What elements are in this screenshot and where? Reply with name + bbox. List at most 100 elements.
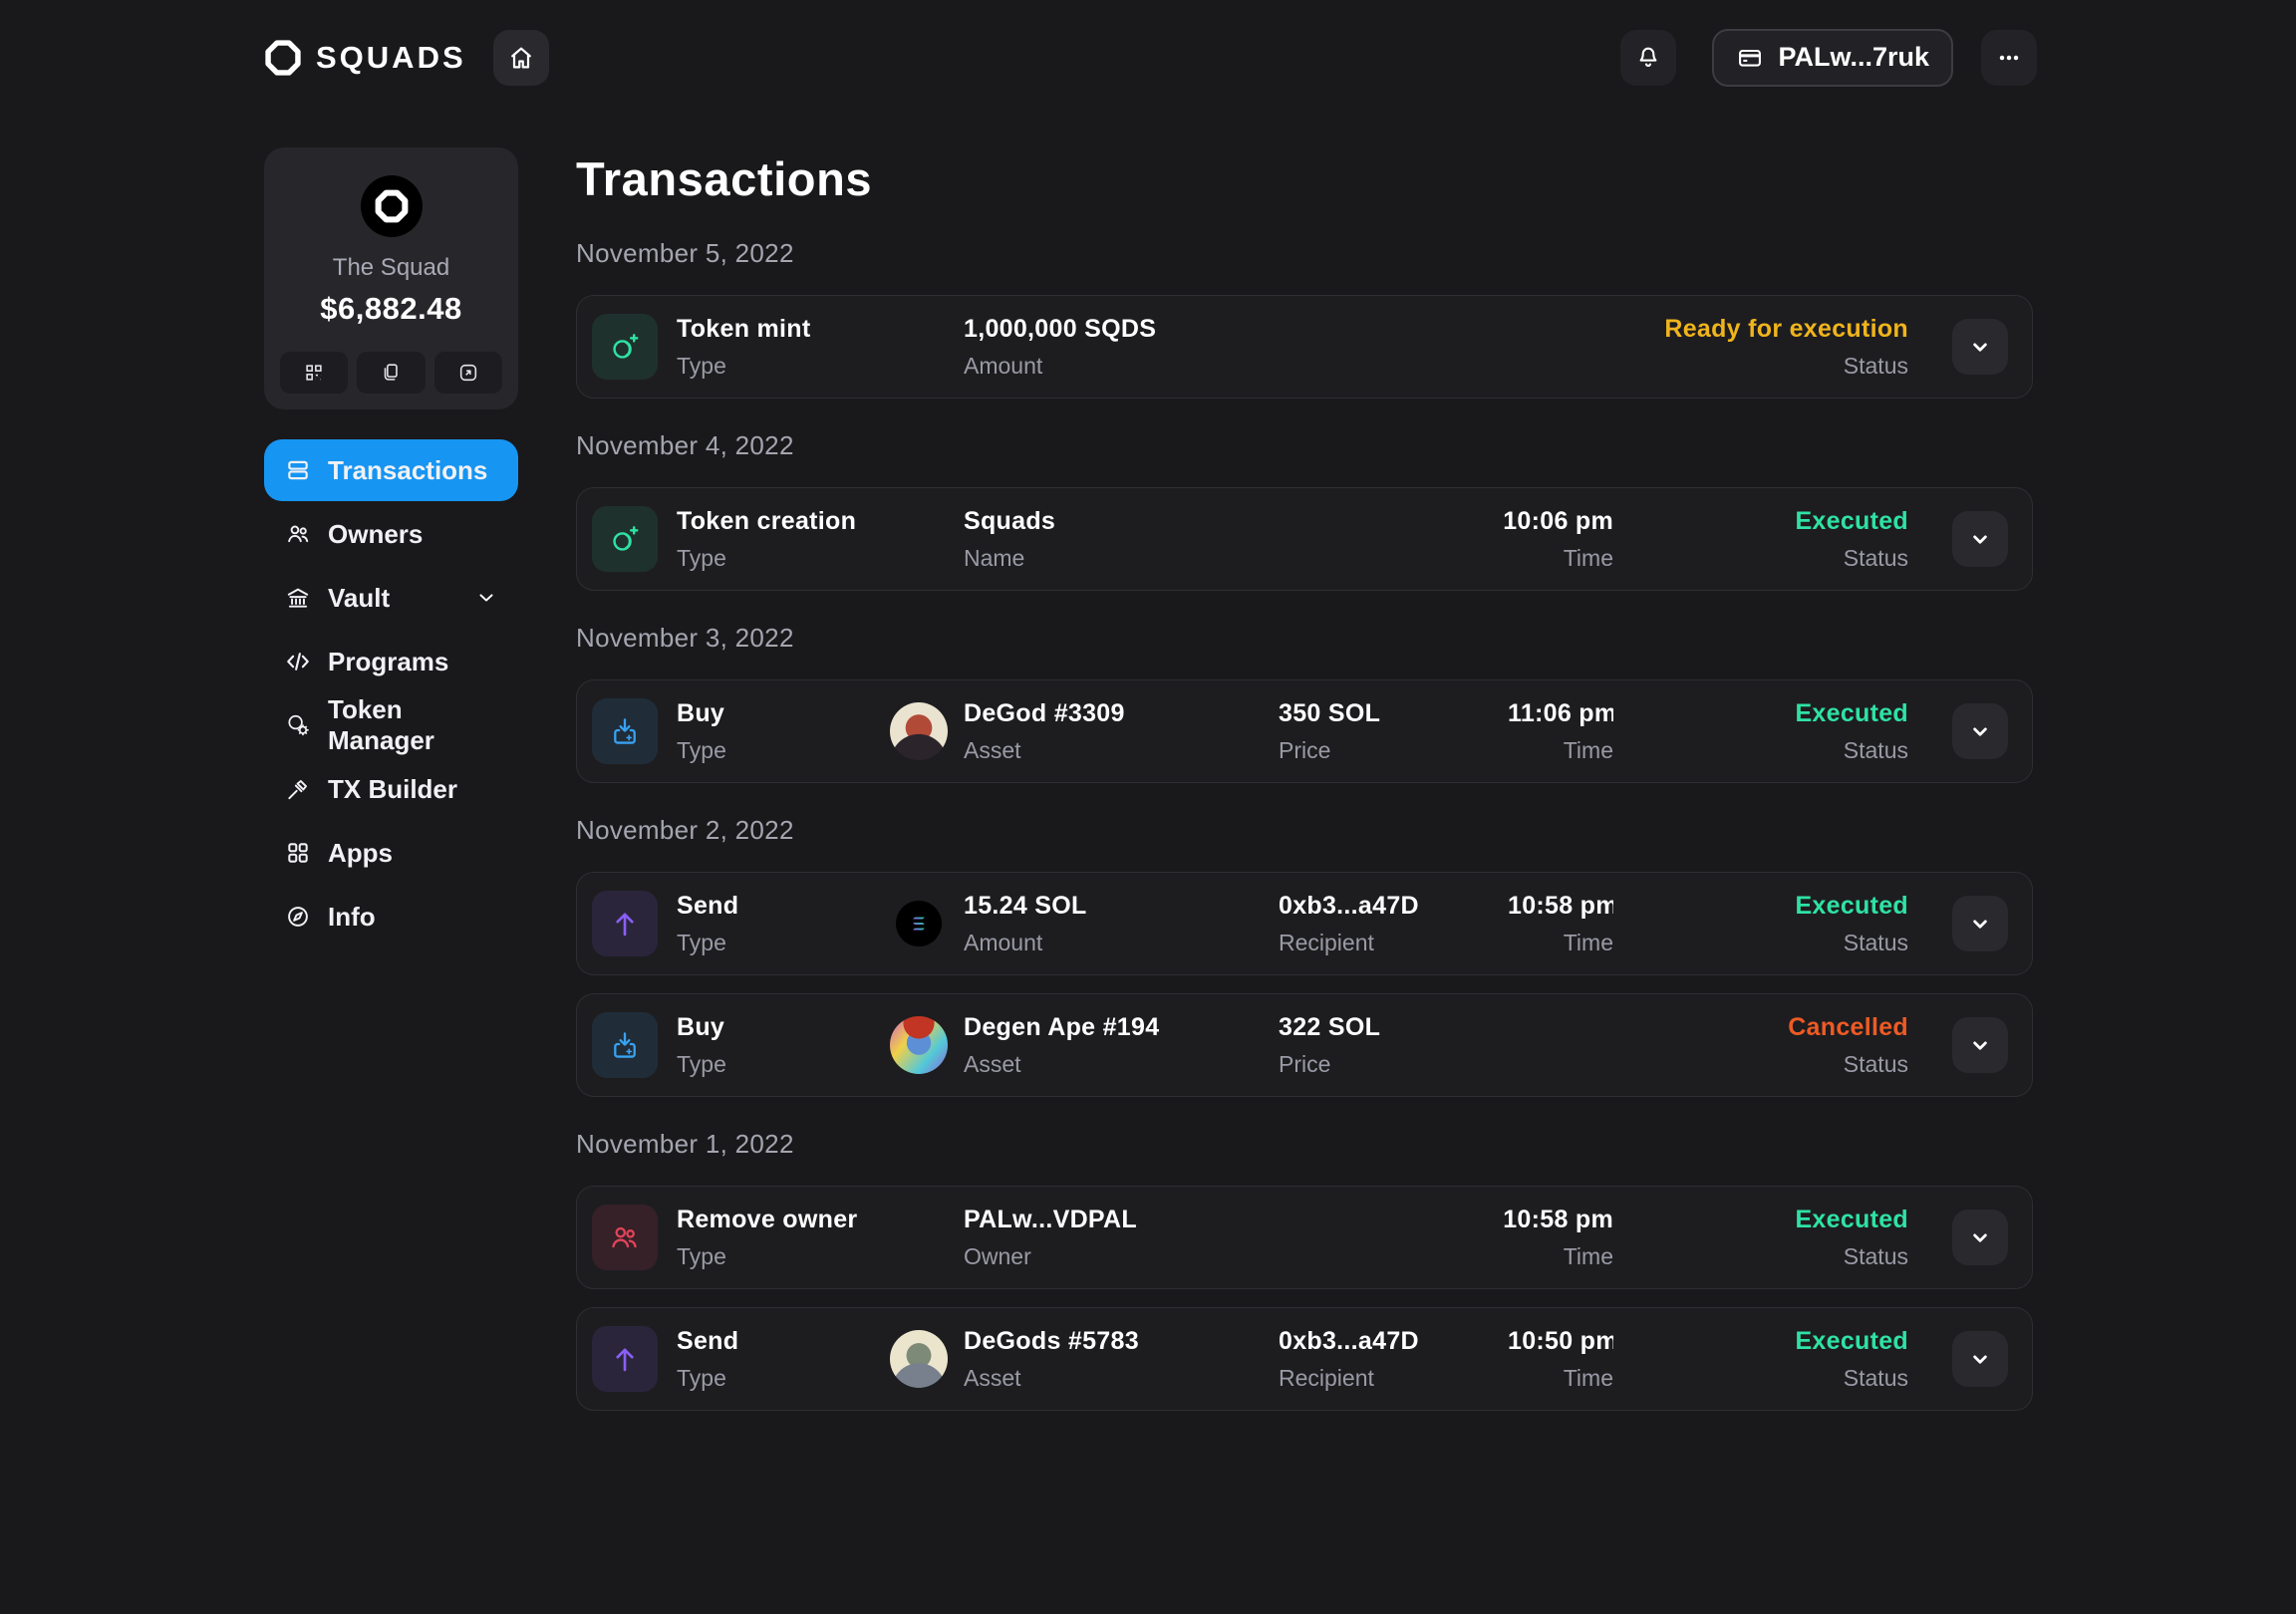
more-menu-button[interactable] <box>1981 29 2037 86</box>
asset-cell: DeGod #3309 Asset <box>890 699 1279 764</box>
expand-row-button[interactable] <box>1952 511 2008 567</box>
transaction-group: November 2, 2022 Send Type <box>576 815 2033 1097</box>
status-cell: Ready for execution Status <box>1613 315 1908 380</box>
expand-row-button[interactable] <box>1952 1331 2008 1387</box>
time-cell: 10:58 pm Time <box>1508 892 1613 956</box>
type-label: Type <box>677 736 726 763</box>
expand-row-button[interactable] <box>1952 1017 2008 1073</box>
price-cell: 322 SOL Price <box>1279 1013 1508 1078</box>
time-label: Time <box>1563 1364 1613 1391</box>
status-label: Status <box>1843 1242 1908 1269</box>
time-cell: 10:06 pm Time <box>1279 507 1613 572</box>
sidebar-item-programs[interactable]: Programs <box>264 631 518 692</box>
top-bar: SQUADS PALw...7ruk <box>0 0 2296 115</box>
home-button[interactable] <box>492 29 549 86</box>
cell-label: Name <box>964 544 1025 571</box>
sidebar-item-label: Owners <box>328 518 424 549</box>
brand-name: SQUADS <box>316 39 466 75</box>
cell-value: DeGod #3309 <box>964 698 1125 727</box>
sidebar-item-label: TX Builder <box>328 773 458 804</box>
transaction-row-send-sol[interactable]: Send Type <box>576 872 2033 975</box>
sidebar-item-apps[interactable]: Apps <box>264 822 518 884</box>
status-label: Status <box>1843 1364 1908 1391</box>
sidebar-item-token-manager[interactable]: Token Manager <box>264 694 518 756</box>
asset-cell: DeGods #5783 Asset <box>890 1327 1279 1392</box>
info-compass-icon <box>285 904 311 930</box>
transaction-row-send-degods[interactable]: Send Type DeGods #5783 Asset 0xb3...a47D… <box>576 1307 2033 1411</box>
expand-row-button[interactable] <box>1952 319 2008 375</box>
transaction-group: November 5, 2022 Token mint Type <box>576 238 2033 399</box>
type-column: Token mint Type <box>677 315 890 380</box>
cell-value: 1,000,000 SQDS <box>964 314 1157 343</box>
recipient-cell: 0xb3...a47D Recipient <box>1279 1327 1508 1392</box>
type-value: Buy <box>677 1012 725 1041</box>
send-icon <box>592 891 658 956</box>
status-cell: Executed Status <box>1613 1327 1908 1392</box>
cell-value: Degen Ape #194 <box>964 1012 1160 1041</box>
chevron-down-icon <box>1965 332 1995 362</box>
remove-owner-icon <box>592 1205 658 1270</box>
squad-balance: $6,882.48 <box>320 291 462 326</box>
type-label: Type <box>677 1050 726 1077</box>
transaction-row-buy-degen-ape[interactable]: Buy Type Degen Ape #194 Asset 322 SOL Pr… <box>576 993 2033 1097</box>
copy-address-button[interactable] <box>357 352 426 394</box>
sidebar-nav: Transactions Owners <box>264 439 518 947</box>
expand-row-button[interactable] <box>1952 1210 2008 1265</box>
squad-card: The Squad $6,882.48 <box>264 147 518 409</box>
sidebar-item-tx-builder[interactable]: TX Builder <box>264 758 518 820</box>
sidebar: The Squad $6,882.48 <box>264 115 518 949</box>
open-explorer-button[interactable] <box>433 352 502 394</box>
transaction-row-remove-owner[interactable]: Remove owner Type PALw...VDPAL Owner 10:… <box>576 1186 2033 1289</box>
time-value: 11:06 pm <box>1508 698 1613 727</box>
cell-value: Squads <box>964 506 1056 535</box>
wallet-address-button[interactable]: PALw...7ruk <box>1712 28 1953 87</box>
sidebar-item-owners[interactable]: Owners <box>264 503 518 565</box>
asset-cell: Degen Ape #194 Asset <box>890 1013 1279 1078</box>
date-header: November 1, 2022 <box>576 1129 794 1159</box>
cell-label: Asset <box>964 1364 1021 1391</box>
token-mint-icon <box>592 314 658 380</box>
transaction-row-buy-degod[interactable]: Buy Type DeGod #3309 Asset 350 SOL Price… <box>576 679 2033 783</box>
external-link-icon <box>457 362 479 384</box>
expand-row-button[interactable] <box>1952 703 2008 759</box>
type-value: Send <box>677 1326 739 1355</box>
type-value: Token mint <box>677 314 811 343</box>
page-title: Transactions <box>576 152 873 205</box>
status-value: Executed <box>1795 698 1908 727</box>
sidebar-item-transactions[interactable]: Transactions <box>264 439 518 501</box>
status-value: Executed <box>1795 1326 1908 1355</box>
transaction-row-token-creation[interactable]: Token creation Type Squads Name 10:06 pm… <box>576 487 2033 591</box>
sidebar-item-label: Info <box>328 901 376 932</box>
copy-icon <box>380 362 402 384</box>
qr-code-button[interactable] <box>280 352 349 394</box>
squad-name: The Squad <box>332 254 450 281</box>
chevron-down-icon <box>1965 1030 1995 1060</box>
type-label: Type <box>677 1242 726 1269</box>
type-value: Remove owner <box>677 1205 858 1233</box>
type-label: Type <box>677 352 726 379</box>
chevron-down-icon <box>1965 524 1995 554</box>
apps-icon <box>285 840 311 866</box>
home-icon <box>507 44 535 72</box>
sidebar-item-label: Programs <box>328 646 449 676</box>
type-column: Buy Type <box>677 1013 890 1078</box>
cell-value: 322 SOL <box>1279 1012 1381 1041</box>
cell-label: Recipient <box>1279 1364 1374 1391</box>
programs-icon <box>285 649 311 674</box>
type-label: Type <box>677 1364 726 1391</box>
time-label: Time <box>1563 544 1613 571</box>
sidebar-item-info[interactable]: Info <box>264 886 518 947</box>
type-label: Type <box>677 544 726 571</box>
status-cell: Executed Status <box>1613 892 1908 956</box>
squads-logo: SQUADS <box>264 39 466 77</box>
sidebar-item-vault[interactable]: Vault <box>264 567 518 629</box>
transaction-row-token-mint[interactable]: Token mint Type 1,000,000 SQDS Amount Re… <box>576 295 2033 399</box>
notifications-button[interactable] <box>1620 29 1677 86</box>
cell-value: PALw...VDPAL <box>964 1205 1137 1233</box>
sidebar-item-label: Token Manager <box>328 694 434 755</box>
cell-label: Amount <box>964 352 1043 379</box>
date-header: November 2, 2022 <box>576 815 794 845</box>
squad-avatar-icon <box>375 189 408 223</box>
expand-row-button[interactable] <box>1952 896 2008 951</box>
vault-icon <box>285 585 311 611</box>
